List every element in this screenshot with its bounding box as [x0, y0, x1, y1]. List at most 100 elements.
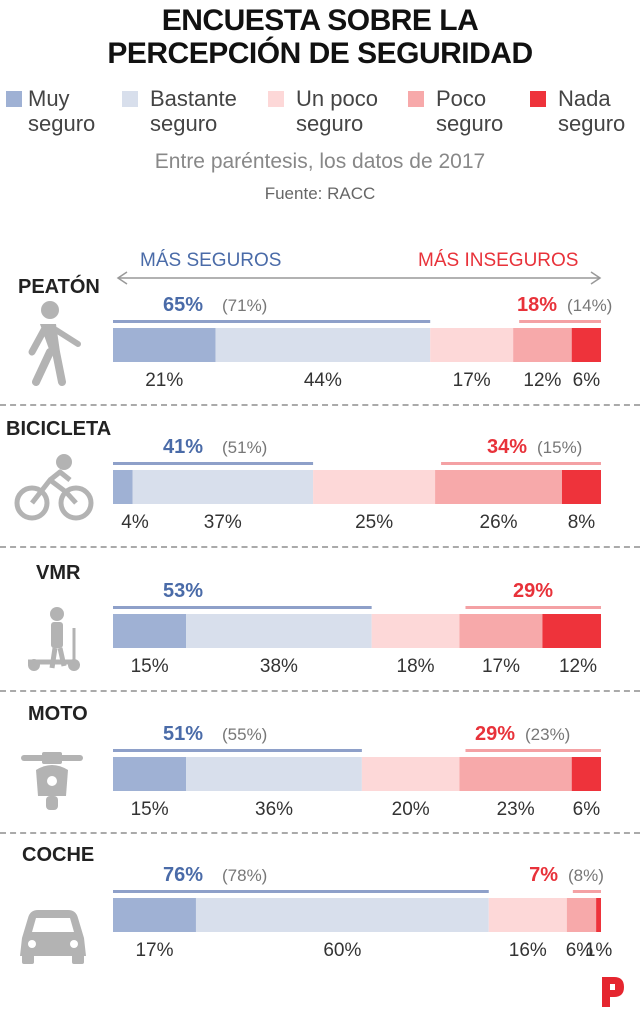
- bar-segment: [132, 470, 314, 504]
- legend-label-line1: Poco: [436, 86, 487, 111]
- safe-total-label: 41%: [163, 436, 203, 458]
- bar-segment: [371, 614, 460, 648]
- bar-segment: [571, 757, 601, 791]
- bar-segment: [571, 328, 601, 362]
- unsafe-total-label: 34%: [487, 436, 527, 458]
- unsafe-total-line: [465, 606, 601, 609]
- motorbike-icon: [21, 752, 83, 810]
- unsafe-total-label: 29%: [475, 723, 515, 745]
- bar-value-label: 6%: [573, 370, 601, 391]
- bar-value-label: 15%: [131, 799, 169, 820]
- unsafe-total-2017-label: (14%): [567, 296, 612, 315]
- bar-segment: [566, 898, 597, 932]
- legend-label-line2: seguro: [436, 111, 504, 136]
- legend-swatch: [122, 91, 138, 107]
- publisher-logo-icon: [602, 977, 624, 1007]
- bar-segment: [488, 898, 567, 932]
- bar-value-label: 17%: [135, 940, 173, 961]
- legend-label-line1: Muy: [28, 86, 70, 111]
- bar-value-label: 15%: [131, 656, 169, 677]
- bar-value-label: 8%: [568, 512, 596, 533]
- unsafe-total-2017-label: (15%): [537, 438, 582, 457]
- arrow-head-right: [590, 271, 602, 285]
- legend-label-line1: Nada: [558, 86, 611, 111]
- legend-label: Bastante seguro: [150, 86, 237, 136]
- safe-total-line: [113, 749, 362, 752]
- bar-segment: [435, 470, 562, 504]
- unsafe-total-line: [572, 890, 601, 893]
- bar-value-label: 26%: [480, 512, 518, 533]
- bar-value-label: 37%: [204, 512, 242, 533]
- bar-segment: [430, 328, 514, 362]
- unsafe-total-2017-label: (8%): [568, 866, 604, 885]
- car-icon: [20, 910, 86, 964]
- bar-segment: [596, 898, 601, 932]
- bar-value-label: 17%: [453, 370, 491, 391]
- bar-segment: [459, 757, 572, 791]
- section-divider: [0, 690, 640, 692]
- legend-label-line1: Bastante: [150, 86, 237, 111]
- source: Fuente: RACC: [264, 184, 376, 203]
- safe-total-label: 65%: [163, 294, 203, 316]
- bar-value-label: 12%: [559, 656, 597, 677]
- subtitle: Entre paréntesis, los datos de 2017: [154, 150, 486, 173]
- unsafe-total-2017-label: (23%): [525, 725, 570, 744]
- section-divider: [0, 546, 640, 548]
- legend-label-line2: seguro: [150, 111, 218, 136]
- bar-value-label: 36%: [255, 799, 293, 820]
- legend-label: Poco seguro: [436, 86, 503, 136]
- safe-total-line: [113, 606, 372, 609]
- category-label: COCHE: [22, 844, 95, 866]
- bar-value-label: 60%: [323, 940, 361, 961]
- legend-label-line2: seguro: [296, 111, 364, 136]
- bar-value-label: 17%: [482, 656, 520, 677]
- category-label: BICICLETA: [6, 418, 112, 440]
- unsafe-total-label: 18%: [517, 294, 557, 316]
- legend-label-line1: Un poco: [296, 86, 378, 111]
- bar-value-label: 25%: [355, 512, 393, 533]
- bar-segment: [186, 614, 372, 648]
- bar-segment: [113, 614, 187, 648]
- legend-swatch: [408, 91, 424, 107]
- category-label: VMR: [36, 562, 81, 584]
- bar-value-label: 4%: [121, 512, 149, 533]
- bar-segment: [513, 328, 572, 362]
- direction-label-safe: MÁS SEGUROS: [140, 250, 282, 271]
- direction-arrow: [116, 271, 602, 285]
- arrow-head-left: [116, 271, 128, 285]
- safe-total-label: 53%: [163, 580, 203, 602]
- title-line-2: PERCEPCIÓN DE SEGURIDAD: [107, 37, 533, 70]
- chart-title: ENCUESTA SOBRE LA PERCEPCIÓN DE SEGURIDA…: [0, 4, 640, 70]
- legend-label-line2: seguro: [28, 111, 96, 136]
- legend-label: Un poco seguro: [296, 86, 378, 136]
- legend-label-line2: seguro: [558, 111, 626, 136]
- bar-value-label: 6%: [566, 940, 594, 961]
- safe-total-2017-label: (78%): [222, 866, 267, 885]
- legend-swatch: [530, 91, 546, 107]
- bar-segment: [113, 898, 196, 932]
- bar-value-label: 21%: [145, 370, 183, 391]
- bar-segment: [215, 328, 431, 362]
- icons-layer: [14, 301, 94, 964]
- legend-swatch: [6, 91, 22, 107]
- bar-value-label: 16%: [509, 940, 547, 961]
- unsafe-total-label: 29%: [513, 580, 553, 602]
- category-label: PEATÓN: [18, 276, 100, 298]
- bar-value-label: 23%: [497, 799, 535, 820]
- scooter-icon: [28, 607, 80, 671]
- safe-total-2017-label: (55%): [222, 725, 267, 744]
- bar-segment: [195, 898, 489, 932]
- unsafe-total-label: 7%: [529, 864, 558, 886]
- pedestrian-icon: [28, 301, 81, 386]
- bar-segment: [113, 470, 133, 504]
- title-line-1: ENCUESTA SOBRE LA: [161, 4, 479, 37]
- bar-segment: [186, 757, 362, 791]
- legend-swatch: [268, 91, 284, 107]
- bar-segment: [113, 757, 187, 791]
- safe-total-2017-label: (51%): [222, 438, 267, 457]
- unsafe-total-line: [519, 320, 601, 323]
- safe-total-label: 76%: [163, 864, 203, 886]
- bars-layer: 21% 44% 17% 12% 6% 65% (71%) 18% (14%) 4% 37% 25% 26…: [113, 294, 612, 961]
- bar-segment: [113, 328, 216, 362]
